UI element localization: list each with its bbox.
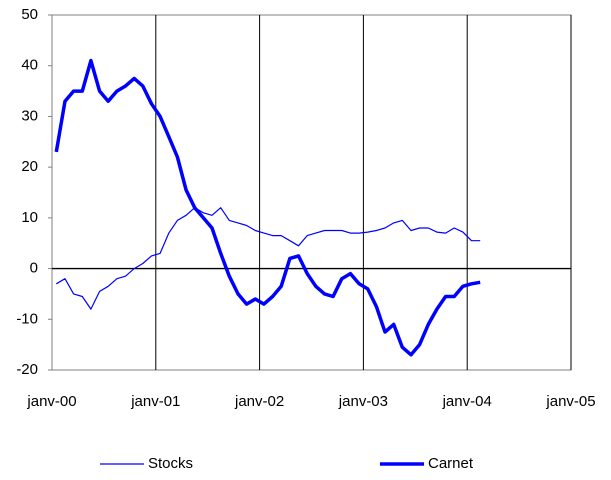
x-tick-label: janv-04 <box>442 393 492 410</box>
x-tick-label: janv-00 <box>26 393 76 410</box>
y-tick-label: 30 <box>21 107 38 124</box>
y-tick-label: -10 <box>16 310 38 327</box>
x-tick-label: janv-02 <box>234 393 284 410</box>
x-tick-label: janv-05 <box>545 393 595 410</box>
y-tick-label: 50 <box>21 6 38 23</box>
series-line <box>55 207 481 310</box>
x-tick-label: janv-01 <box>130 393 180 410</box>
series-line <box>54 58 481 357</box>
y-tick-label: 10 <box>21 209 38 226</box>
y-tick-label: -20 <box>16 361 38 378</box>
y-tick-label: 0 <box>30 260 38 277</box>
legend-label: Stocks <box>148 455 193 472</box>
y-tick-label: 40 <box>21 57 38 74</box>
y-tick-label: 20 <box>21 158 38 175</box>
x-tick-label: janv-03 <box>338 393 388 410</box>
legend-label: Carnet <box>428 455 474 472</box>
plot-area <box>51 14 572 371</box>
